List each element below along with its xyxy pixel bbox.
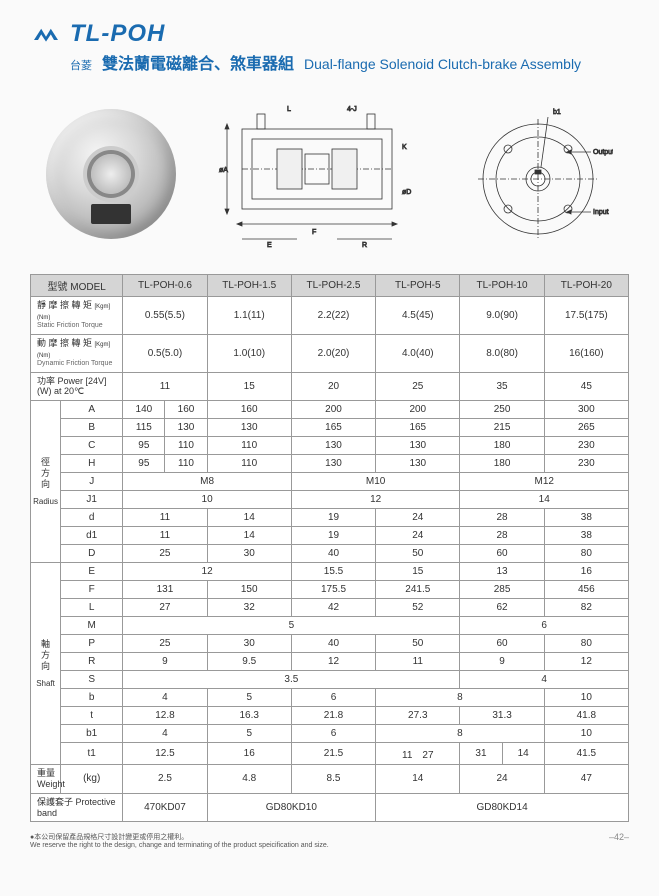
- dim-row: R99.51211912: [31, 653, 629, 671]
- section-drawing: øA F E R K øD L 4-J: [207, 99, 432, 249]
- dim-row: S3.54: [31, 671, 629, 689]
- title-en: Dual-flange Solenoid Clutch-brake Assemb…: [304, 56, 581, 72]
- dim-row: H95110110130130180230: [31, 455, 629, 473]
- dim-row: t12.816.321.827.331.341.8: [31, 707, 629, 725]
- svg-text:øA: øA: [219, 167, 228, 174]
- spec-row: 功率 Power [24V](W) at 20℃111520253545: [31, 372, 629, 401]
- spec-row: 動 摩 擦 轉 矩 [Kgm](Nm)Dynamic Friction Torq…: [31, 334, 629, 372]
- svg-text:K: K: [402, 144, 407, 151]
- footnote-cn: ●本公司保留產品規格尺寸設計變更或停用之權利。: [30, 832, 329, 842]
- dim-row: M56: [31, 617, 629, 635]
- dim-row: J1101214: [31, 491, 629, 509]
- dim-row: P253040506080: [31, 635, 629, 653]
- face-drawing: b1 Output Input: [463, 99, 613, 249]
- dim-row: C95110110130130180230: [31, 437, 629, 455]
- svg-text:L: L: [287, 106, 291, 113]
- page-header: TL-POH 台菱 雙法蘭電磁離合、煞車器組 Dual-flange Solen…: [30, 20, 629, 74]
- svg-text:4-J: 4-J: [347, 106, 357, 113]
- page-number: –42–: [609, 832, 629, 842]
- dim-row: F131150175.5241.5285456: [31, 581, 629, 599]
- dim-row: t112.51621.511 27311441.5: [31, 743, 629, 765]
- model-label: 型號 MODEL: [31, 275, 123, 297]
- dim-row: JM8M10M12: [31, 473, 629, 491]
- band-row: 保護套子 Protective band 470KD07 GD80KD10 GD…: [31, 793, 629, 822]
- weight-row: 重量 Weight (kg) 2.5 4.8 8.5 14 24 47: [31, 765, 629, 794]
- svg-text:Output: Output: [593, 149, 613, 156]
- group-label: 軸方向Shaft: [31, 563, 61, 765]
- dim-row: D253040506080: [31, 545, 629, 563]
- page-footer: ●本公司保留產品規格尺寸設計變更或停用之權利。 We reserve the r…: [30, 832, 629, 849]
- dim-row: d111419242838: [31, 509, 629, 527]
- dim-row: b1456810: [31, 725, 629, 743]
- dim-row: d1111419242838: [31, 527, 629, 545]
- svg-text:F: F: [312, 229, 316, 236]
- svg-text:R: R: [362, 242, 367, 249]
- dim-row: L273242526282: [31, 599, 629, 617]
- model-code: TL-POH: [70, 20, 581, 48]
- dim-row: 軸方向ShaftE1215.5151316: [31, 563, 629, 581]
- dim-row: b456810: [31, 689, 629, 707]
- group-label: 徑方向Radius: [31, 401, 61, 563]
- svg-text:Input: Input: [593, 209, 609, 216]
- spec-table: 型號 MODEL TL-POH-0.6 TL-POH-1.5 TL-POH-2.…: [30, 274, 629, 822]
- svg-text:E: E: [267, 242, 272, 249]
- product-photo: [46, 109, 176, 239]
- brand-logo: [30, 24, 62, 48]
- header-row: 型號 MODEL TL-POH-0.6 TL-POH-1.5 TL-POH-2.…: [31, 275, 629, 297]
- dim-row: B115130130165165215265: [31, 419, 629, 437]
- footnote-en: We reserve the right to the design, chan…: [30, 842, 329, 849]
- svg-text:øD: øD: [402, 189, 411, 196]
- brand-label: 台菱: [70, 57, 92, 73]
- title-cn: 雙法蘭電磁離合、煞車器組: [102, 50, 294, 74]
- diagram-row: øA F E R K øD L 4-J: [30, 94, 629, 254]
- svg-text:b1: b1: [553, 109, 561, 116]
- spec-row: 靜 摩 擦 轉 矩 [Kgm](Nm)Static Friction Torqu…: [31, 297, 629, 335]
- dim-row: 徑方向RadiusA140160160200200250300: [31, 401, 629, 419]
